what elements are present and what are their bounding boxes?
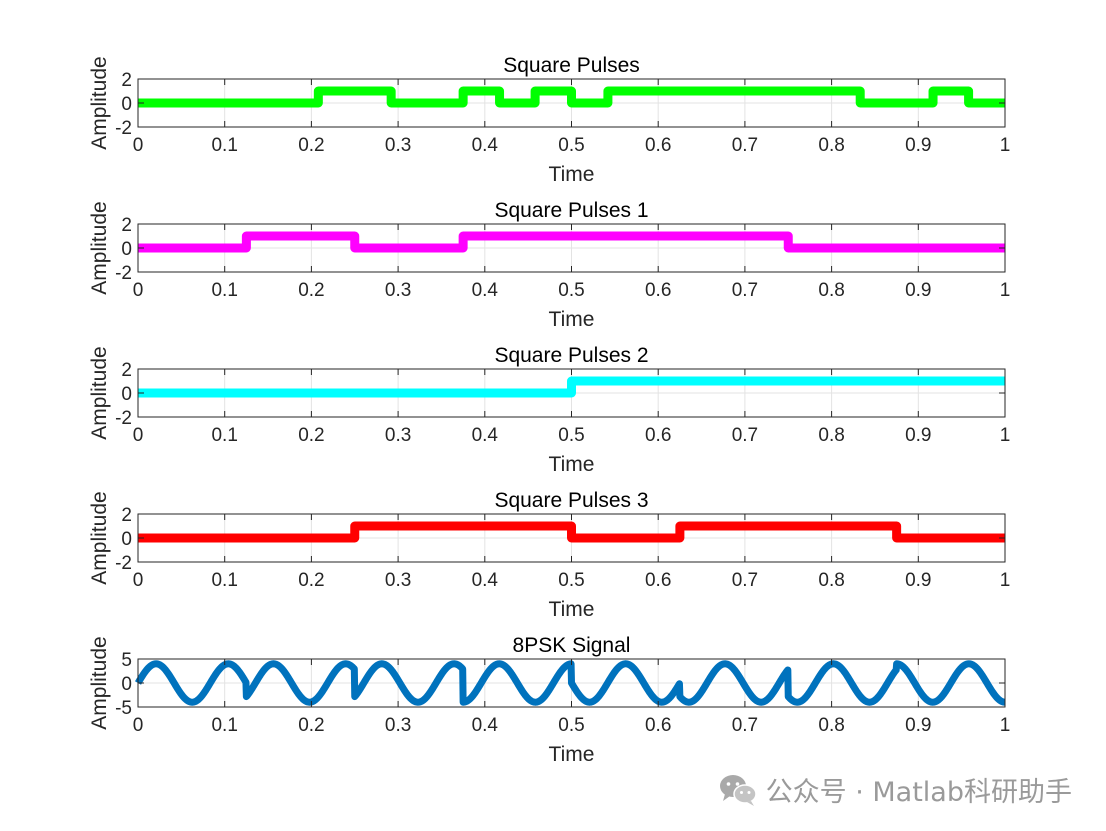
x-tick-label: 0 bbox=[133, 570, 144, 591]
x-tick-label: 0.7 bbox=[732, 715, 758, 736]
y-tick-label: 5 bbox=[121, 650, 132, 671]
y-tick-label: 0 bbox=[121, 674, 132, 695]
y-axis-label: Amplitude bbox=[88, 346, 111, 439]
x-tick-label: 0 bbox=[133, 425, 144, 446]
x-tick-label: 0.1 bbox=[211, 570, 237, 591]
x-tick-label: 0.4 bbox=[472, 280, 499, 301]
subplot-2: 0 0.1 0.2 0.3 0.4 0.5 0.6 0.7 0.8 0.9 1-202Square … bbox=[88, 199, 1010, 331]
x-tick-label: 1 bbox=[1000, 135, 1011, 156]
plot-title: Square Pulses bbox=[503, 54, 640, 77]
x-tick-label: 0.9 bbox=[905, 135, 931, 156]
y-tick-label: 2 bbox=[121, 70, 132, 91]
y-tick-label: 2 bbox=[121, 505, 132, 526]
y-tick-label: 2 bbox=[121, 215, 132, 236]
x-tick-label: 0.5 bbox=[558, 425, 584, 446]
y-tick-label: -2 bbox=[115, 553, 132, 574]
x-tick-label: 0.3 bbox=[385, 715, 411, 736]
x-tick-label: 0.2 bbox=[298, 570, 324, 591]
series-line bbox=[138, 521, 1005, 543]
x-axis-label: Time bbox=[549, 453, 595, 476]
x-tick-label: 0.8 bbox=[818, 280, 844, 301]
x-tick-label: 0.6 bbox=[645, 280, 671, 301]
x-tick-label: 0.8 bbox=[818, 570, 844, 591]
x-tick-label: 0.4 bbox=[472, 570, 499, 591]
x-tick-label: 0.6 bbox=[645, 425, 671, 446]
y-axis-label: Amplitude bbox=[88, 56, 111, 149]
series-line bbox=[134, 660, 1009, 706]
x-tick-label: 0.8 bbox=[818, 715, 844, 736]
y-tick-label: -5 bbox=[115, 698, 132, 719]
x-tick-label: 1 bbox=[1000, 280, 1011, 301]
x-axis-label: Time bbox=[549, 163, 595, 186]
x-tick-label: 0.1 bbox=[211, 135, 237, 156]
x-tick-label: 0.8 bbox=[818, 425, 844, 446]
watermark-text: 公众号 · Matlab科研助手 bbox=[765, 777, 1072, 808]
y-axis-label: Amplitude bbox=[88, 201, 111, 294]
watermark: 公众号 · Matlab科研助手 bbox=[718, 770, 1072, 809]
x-tick-label: 0.6 bbox=[645, 135, 671, 156]
x-tick-label: 0.1 bbox=[211, 280, 237, 301]
plot-title: Square Pulses 2 bbox=[494, 344, 648, 367]
y-axis-label: Amplitude bbox=[88, 491, 111, 584]
x-tick-label: 0.4 bbox=[472, 135, 499, 156]
y-tick-label: 2 bbox=[121, 360, 132, 381]
x-tick-label: 0.6 bbox=[645, 570, 671, 591]
x-tick-label: 1 bbox=[1000, 715, 1011, 736]
y-tick-label: 0 bbox=[121, 529, 132, 550]
x-tick-label: 1 bbox=[1000, 425, 1011, 446]
x-tick-label: 0.7 bbox=[732, 280, 758, 301]
x-tick-label: 0.9 bbox=[905, 715, 931, 736]
y-tick-label: -2 bbox=[115, 408, 132, 429]
x-tick-label: 0.7 bbox=[732, 570, 758, 591]
x-tick-label: 0.2 bbox=[298, 715, 324, 736]
y-axis-label: Amplitude bbox=[88, 636, 111, 729]
x-tick-label: 0.2 bbox=[298, 280, 324, 301]
x-tick-label: 0.2 bbox=[298, 425, 324, 446]
x-tick-label: 0.1 bbox=[211, 715, 237, 736]
y-tick-label: -2 bbox=[115, 118, 132, 139]
x-tick-label: 0.3 bbox=[385, 425, 411, 446]
series-line bbox=[138, 86, 1005, 108]
x-axis-label: Time bbox=[549, 743, 595, 766]
x-tick-label: 0.5 bbox=[558, 715, 584, 736]
x-tick-label: 0.9 bbox=[905, 280, 931, 301]
x-tick-label: 0.3 bbox=[385, 280, 411, 301]
x-tick-label: 0 bbox=[133, 280, 144, 301]
x-tick-label: 0.4 bbox=[472, 425, 499, 446]
x-tick-label: 0.8 bbox=[818, 135, 844, 156]
x-tick-label: 0.5 bbox=[558, 570, 584, 591]
x-tick-label: 0 bbox=[133, 135, 144, 156]
x-tick-label: 0 bbox=[133, 715, 144, 736]
y-tick-label: 0 bbox=[121, 384, 132, 405]
subplot-4: 0 0.1 0.2 0.3 0.4 0.5 0.6 0.7 0.8 0.9 1-202Square … bbox=[88, 489, 1010, 621]
y-tick-label: -2 bbox=[115, 263, 132, 284]
x-axis-label: Time bbox=[549, 308, 595, 331]
x-tick-label: 0.6 bbox=[645, 715, 671, 736]
series-line bbox=[138, 376, 1005, 398]
series-line bbox=[138, 231, 1005, 253]
y-tick-label: 0 bbox=[121, 94, 132, 115]
x-tick-label: 0.3 bbox=[385, 135, 411, 156]
y-tick-label: 0 bbox=[121, 239, 132, 260]
x-tick-label: 0.9 bbox=[905, 425, 931, 446]
x-tick-label: 0.4 bbox=[472, 715, 499, 736]
x-tick-label: 0.9 bbox=[905, 570, 931, 591]
x-tick-label: 0.2 bbox=[298, 135, 324, 156]
plot-title: 8PSK Signal bbox=[513, 634, 631, 657]
x-tick-label: 0.7 bbox=[732, 135, 758, 156]
x-tick-label: 1 bbox=[1000, 570, 1011, 591]
x-tick-label: 0.1 bbox=[211, 425, 237, 446]
x-axis-label: Time bbox=[549, 598, 595, 621]
subplot-1: 0 0.1 0.2 0.3 0.4 0.5 0.6 0.7 0.8 0.9 1-202Square … bbox=[88, 54, 1010, 186]
x-tick-label: 0.5 bbox=[558, 135, 584, 156]
x-tick-label: 0.3 bbox=[385, 570, 411, 591]
subplot-3: 0 0.1 0.2 0.3 0.4 0.5 0.6 0.7 0.8 0.9 1-202Square … bbox=[88, 344, 1010, 476]
plot-title: Square Pulses 3 bbox=[494, 489, 648, 512]
wechat-icon bbox=[719, 774, 757, 806]
plot-title: Square Pulses 1 bbox=[494, 199, 648, 222]
x-tick-label: 0.7 bbox=[732, 425, 758, 446]
x-tick-label: 0.5 bbox=[558, 280, 584, 301]
